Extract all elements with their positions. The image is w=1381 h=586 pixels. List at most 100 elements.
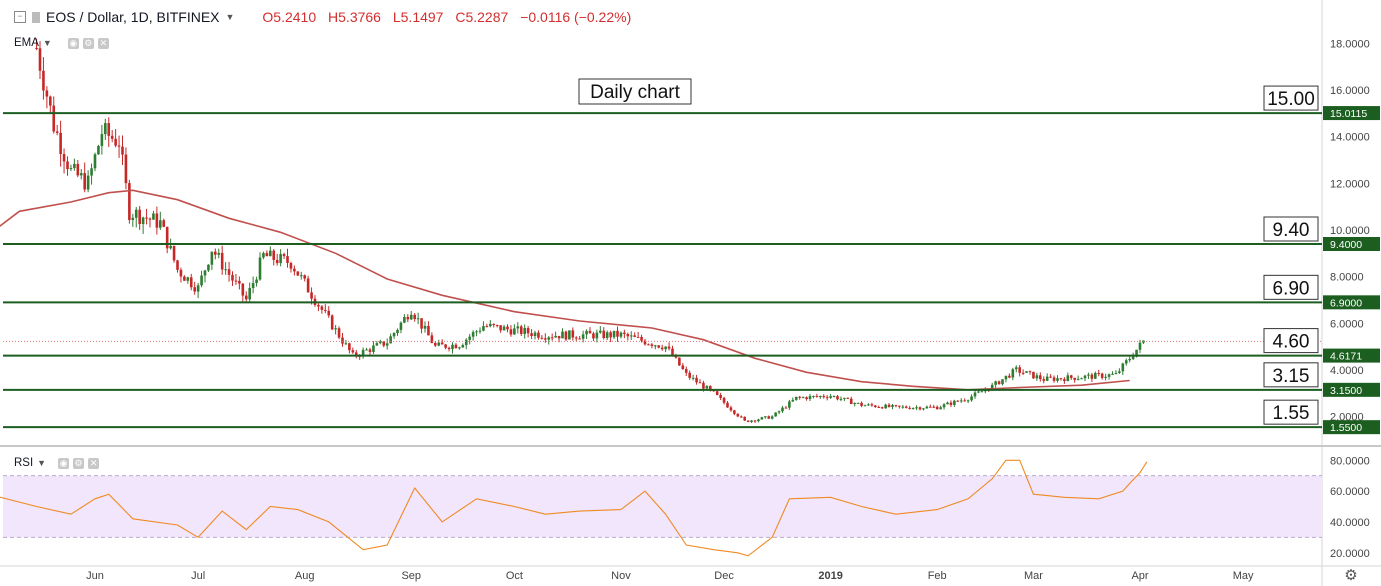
candle-body: [1059, 378, 1063, 380]
candle-body: [86, 175, 90, 190]
candle-body: [35, 48, 38, 49]
candle-body: [489, 323, 492, 327]
candle-body: [420, 318, 423, 329]
candle-body: [76, 163, 80, 176]
candle-body: [351, 350, 355, 353]
candle-body: [52, 105, 56, 132]
candle-body: [526, 328, 530, 334]
ema-line: [0, 189, 1130, 391]
candle-body: [946, 402, 949, 405]
chart-title: Daily chart: [590, 82, 680, 103]
candle-body: [629, 335, 633, 337]
candle-body: [269, 250, 272, 257]
time-tick-label: May: [1233, 570, 1254, 582]
candle-body: [925, 406, 929, 409]
candle-body: [1094, 373, 1097, 379]
time-tick-label: Feb: [928, 570, 947, 582]
rsi-label[interactable]: RSI: [14, 457, 34, 469]
candle-body: [750, 420, 753, 422]
candle-body: [1028, 371, 1032, 373]
candle-body: [822, 396, 826, 398]
candle-body: [461, 345, 465, 348]
time-tick-label: Aug: [295, 570, 315, 582]
rsi-tick-label: 40.0000: [1330, 517, 1370, 529]
candle-body: [640, 336, 643, 341]
settings-icon[interactable]: ⚙: [82, 37, 94, 49]
candle-body: [203, 270, 207, 276]
candle-body: [887, 404, 891, 407]
candle-body: [165, 226, 169, 249]
candle-body: [231, 274, 234, 281]
candle-body: [767, 416, 771, 419]
candle-body: [856, 402, 860, 404]
candle-body: [104, 123, 107, 135]
candle-body: [540, 337, 544, 339]
candle-body: [709, 386, 712, 390]
candle-body: [997, 381, 1001, 385]
close-icon[interactable]: ✕: [97, 37, 109, 49]
close-icon[interactable]: ✕: [88, 457, 100, 469]
candle-body: [1069, 375, 1073, 378]
candle-body: [275, 259, 279, 264]
candle-body: [863, 405, 867, 407]
candle-body: [1014, 367, 1018, 370]
candle-body: [836, 396, 839, 400]
candle-body: [372, 345, 375, 352]
candle-body: [571, 330, 575, 338]
candle-body: [265, 253, 269, 257]
time-tick-label: Jul: [191, 570, 205, 582]
candle-body: [396, 329, 399, 334]
candle-body: [1011, 369, 1015, 378]
candle-body: [770, 416, 774, 419]
candle-body: [97, 145, 100, 155]
candle-body: [255, 279, 258, 283]
candle-body: [513, 328, 516, 335]
price-tick-label: 8.0000: [1330, 272, 1364, 284]
candle-body: [1131, 356, 1135, 359]
candle-body: [574, 337, 578, 339]
chevron-down-icon[interactable]: ▼: [225, 12, 235, 22]
collapse-icon[interactable]: −: [14, 11, 26, 23]
candle-body: [62, 154, 66, 162]
candle-body: [1063, 379, 1066, 382]
candle-body: [434, 343, 437, 346]
candle-body: [354, 352, 358, 356]
candle-body: [1114, 372, 1118, 374]
candle-body: [550, 337, 554, 339]
level-label: 1.55: [1273, 403, 1310, 424]
candle-body: [650, 344, 654, 346]
candle-body: [200, 275, 203, 286]
candle-body: [898, 405, 901, 407]
candle-body: [1083, 375, 1087, 379]
candle-body: [1135, 349, 1138, 357]
candle-body: [499, 325, 502, 331]
candle-body: [849, 398, 853, 405]
candle-body: [117, 145, 121, 147]
candle-body: [509, 329, 513, 335]
candle-body: [1056, 378, 1059, 381]
eye-icon[interactable]: ◉: [58, 457, 70, 469]
candle-body: [100, 134, 104, 146]
candle-body: [320, 306, 324, 310]
price-tick-label: 12.0000: [1330, 178, 1370, 190]
settings-icon[interactable]: ⚙: [73, 457, 85, 469]
candle-body: [698, 382, 702, 384]
candle-body: [681, 365, 685, 370]
candle-body: [124, 154, 128, 184]
candle-body: [502, 326, 506, 331]
candle-body: [616, 330, 619, 337]
change-value: −0.0116 (−0.22%): [520, 9, 632, 25]
candle-body: [904, 406, 908, 408]
candle-body: [612, 330, 616, 338]
candle-body: [506, 326, 509, 330]
price-tick-label: 4.0000: [1330, 365, 1364, 377]
chevron-down-icon[interactable]: ▼: [42, 38, 52, 48]
gear-icon[interactable]: ⚙: [1344, 566, 1357, 584]
candle-body: [853, 403, 856, 405]
eye-icon[interactable]: ◉: [67, 37, 79, 49]
chevron-down-icon[interactable]: ▼: [37, 458, 47, 468]
candle-body: [148, 218, 152, 220]
ema-label[interactable]: EMA: [14, 37, 39, 49]
symbol-title[interactable]: EOS / Dollar, 1D, BITFINEX: [46, 9, 220, 25]
